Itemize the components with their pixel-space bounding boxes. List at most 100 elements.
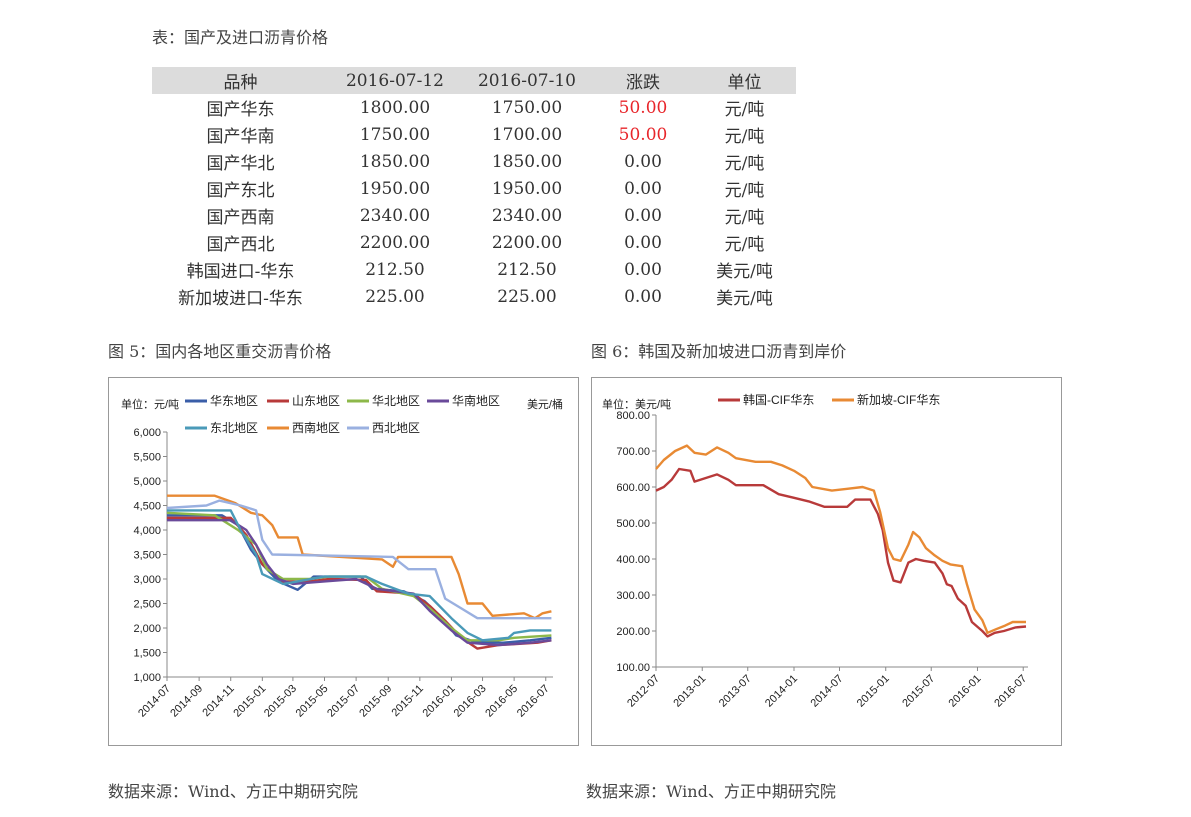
legend-label: 华北地区 bbox=[372, 394, 420, 408]
right-unit-label: 美元/桶 bbox=[527, 397, 563, 411]
y-tick-label: 4,000 bbox=[133, 525, 161, 537]
legend-label: 东北地区 bbox=[210, 421, 258, 435]
cell-change: 50.00 bbox=[618, 97, 668, 118]
y-tick-label: 1,000 bbox=[133, 672, 161, 684]
cell-variety: 国产西北 bbox=[206, 235, 275, 255]
cell-price-2: 212.50 bbox=[497, 259, 557, 280]
x-tick-label: 2016-03 bbox=[452, 683, 489, 720]
x-tick-label: 2015-03 bbox=[262, 683, 299, 720]
cell-price-2: 2340.00 bbox=[491, 205, 563, 226]
table-header-row: 品种 2016-07-12 2016-07-10 涨跌 单位 bbox=[152, 67, 796, 94]
cell-price-2: 1950.00 bbox=[491, 178, 563, 199]
y-tick-label: 3,500 bbox=[133, 550, 161, 562]
y-tick-label: 4,500 bbox=[133, 501, 161, 513]
x-tick-label: 2014-07 bbox=[809, 673, 846, 710]
y-tick-label: 2,000 bbox=[133, 623, 161, 635]
legend-label: 韩国-CIF华东 bbox=[743, 392, 814, 407]
cell-unit: 元/吨 bbox=[724, 235, 765, 255]
series-line bbox=[655, 444, 1026, 634]
y-tick-label: 1,500 bbox=[133, 648, 161, 660]
chart1-svg: 1,000 1,500 2,000 2,500 3,000 3,500 4,000 4,500… bbox=[121, 393, 563, 720]
x-tick-label: 2015-01 bbox=[855, 673, 892, 710]
cell-price-2: 225.00 bbox=[497, 286, 557, 307]
x-tick-label: 2015-11 bbox=[390, 683, 426, 719]
cell-price-1: 1800.00 bbox=[359, 97, 431, 118]
cell-price-2: 1700.00 bbox=[491, 124, 563, 145]
x-tick-label: 2016-07 bbox=[515, 683, 552, 720]
x-tick-label: 2015-05 bbox=[294, 683, 331, 720]
cell-change: 0.00 bbox=[624, 232, 662, 253]
series-line bbox=[166, 499, 552, 620]
cell-price-1: 2340.00 bbox=[359, 205, 431, 226]
legend-label: 山东地区 bbox=[292, 394, 340, 408]
header-change: 涨跌 bbox=[593, 67, 693, 94]
cell-unit: 元/吨 bbox=[724, 154, 765, 174]
table-row: 国产东北 1950.00 1950.00 0.00 元/吨 bbox=[152, 175, 796, 202]
cell-change: 0.00 bbox=[624, 205, 662, 226]
cell-change: 0.00 bbox=[624, 178, 662, 199]
cell-variety: 新加坡进口-华东 bbox=[178, 289, 303, 309]
table-row: 国产华东 1800.00 1750.00 50.00 元/吨 bbox=[152, 94, 796, 121]
x-tick-label: 2016-07 bbox=[992, 673, 1029, 710]
cell-change: 0.00 bbox=[624, 259, 662, 280]
header-variety: 品种 bbox=[152, 67, 329, 94]
chart2-svg: 100.00 200.00 300.00 400.00 500.00 600.00 700.… bbox=[602, 392, 1029, 710]
legend-label: 新加坡-CIF华东 bbox=[857, 392, 940, 407]
x-tick-label: 2013-07 bbox=[717, 673, 754, 710]
y-tick-label: 500.00 bbox=[616, 518, 650, 530]
x-tick-label: 2014-09 bbox=[168, 683, 205, 720]
cell-price-1: 225.00 bbox=[365, 286, 425, 307]
cell-price-1: 2200.00 bbox=[359, 232, 431, 253]
cell-unit: 元/吨 bbox=[724, 208, 765, 228]
header-date-1: 2016-07-12 bbox=[329, 67, 461, 94]
price-table: 品种 2016-07-12 2016-07-10 涨跌 单位 国产华东 1800… bbox=[152, 67, 796, 310]
cell-variety: 国产华北 bbox=[206, 154, 275, 174]
cell-unit: 元/吨 bbox=[724, 100, 765, 120]
y-unit-label: 单位：元/吨 bbox=[121, 397, 179, 411]
legend-label: 西南地区 bbox=[292, 420, 340, 435]
y-tick-label: 200.00 bbox=[616, 626, 650, 638]
header-date-2: 2016-07-10 bbox=[461, 67, 593, 94]
cell-unit: 美元/吨 bbox=[716, 262, 773, 282]
x-tick-label: 2015-01 bbox=[231, 683, 268, 720]
cell-price-2: 1750.00 bbox=[491, 97, 563, 118]
series-line bbox=[167, 509, 552, 642]
y-tick-label: 2,500 bbox=[133, 599, 161, 611]
cell-change: 0.00 bbox=[624, 151, 662, 172]
cell-variety: 国产华东 bbox=[206, 100, 275, 120]
legend-label: 华东地区 bbox=[210, 394, 258, 408]
cell-price-2: 1850.00 bbox=[491, 151, 563, 172]
y-tick-label: 400.00 bbox=[616, 554, 650, 566]
table-row: 韩国进口-华东 212.50 212.50 0.00 美元/吨 bbox=[152, 256, 796, 283]
legend-label: 华南地区 bbox=[452, 393, 500, 408]
table-row: 国产西南 2340.00 2340.00 0.00 元/吨 bbox=[152, 202, 796, 229]
source-note-2: 数据来源：Wind、方正中期研究院 bbox=[586, 782, 836, 801]
cell-unit: 元/吨 bbox=[724, 127, 765, 147]
y-tick-label: 700.00 bbox=[616, 446, 650, 458]
cell-variety: 韩国进口-华东 bbox=[186, 262, 295, 282]
source-note-1: 数据来源：Wind、方正中期研究院 bbox=[108, 782, 358, 801]
y-tick-label: 3,000 bbox=[133, 574, 161, 586]
legend-label: 西北地区 bbox=[372, 421, 420, 435]
cell-price-1: 212.50 bbox=[365, 259, 425, 280]
cell-change: 0.00 bbox=[624, 286, 662, 307]
cell-variety: 国产西南 bbox=[206, 208, 275, 228]
x-tick-label: 2014-07 bbox=[136, 683, 173, 720]
x-tick-label: 2013-01 bbox=[671, 673, 708, 710]
x-tick-label: 2015-09 bbox=[357, 683, 394, 720]
y-tick-label: 5,500 bbox=[133, 452, 161, 464]
header-unit: 单位 bbox=[693, 67, 796, 94]
table-caption: 表：国产及进口沥青价格 bbox=[152, 28, 329, 47]
cell-price-1: 1950.00 bbox=[359, 178, 431, 199]
series-line bbox=[655, 467, 1027, 638]
y-tick-label: 6,000 bbox=[133, 427, 161, 439]
chart1-frame: 1,000 1,500 2,000 2,500 3,000 3,500 4,000 4,500… bbox=[108, 377, 579, 746]
x-tick-label: 2014-11 bbox=[200, 683, 236, 719]
x-tick-label: 2015-07 bbox=[900, 673, 937, 710]
series-line bbox=[167, 519, 552, 647]
series-line bbox=[167, 516, 552, 650]
cell-unit: 元/吨 bbox=[724, 181, 765, 201]
cell-price-2: 2200.00 bbox=[491, 232, 563, 253]
table-row: 国产华南 1750.00 1700.00 50.00 元/吨 bbox=[152, 121, 796, 148]
fig5-caption: 图 5：国内各地区重交沥青价格 bbox=[108, 342, 332, 361]
